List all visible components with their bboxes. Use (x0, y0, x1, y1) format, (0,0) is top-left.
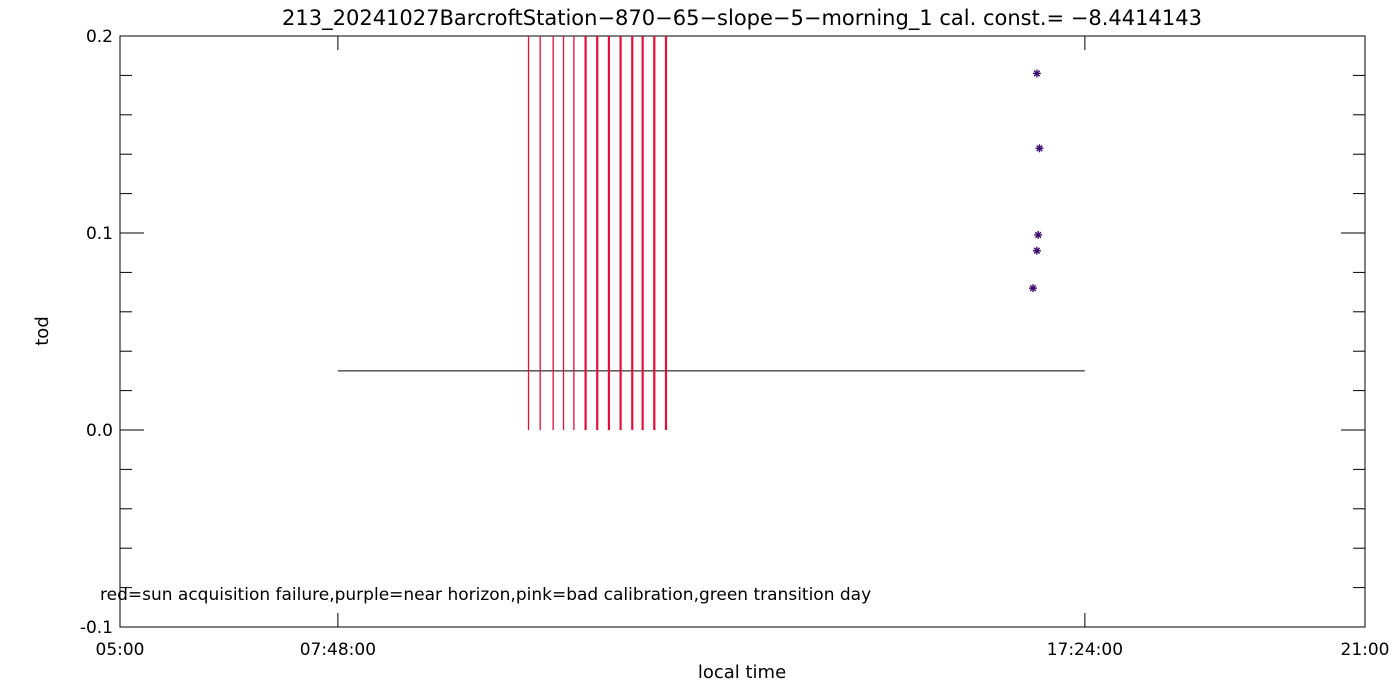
data-point (1032, 69, 1041, 78)
x-tick-label: 05:00 (96, 640, 145, 660)
data-points (1029, 69, 1044, 293)
asterisk-stroke (1033, 70, 1041, 77)
y-tick-label: 0.0 (86, 421, 113, 441)
plot-frame (119, 35, 1366, 628)
x-tick-label: 21:00 (1341, 640, 1390, 660)
asterisk-stroke (1029, 284, 1037, 292)
asterisk-stroke (1036, 144, 1043, 152)
y-tick-label: 0.2 (86, 27, 113, 47)
y-axis-label: tod (32, 316, 53, 346)
x-ticks (119, 36, 1366, 627)
data-point (1035, 144, 1044, 153)
plot-border (119, 35, 1366, 628)
data-point (1032, 246, 1041, 255)
data-point (1034, 230, 1043, 239)
chart-title: 213_20241027BarcroftStation−870−65−slope… (282, 6, 1202, 31)
y-tick-labels: -0.1 0.0 0.1 0.2 (80, 27, 113, 638)
data-point (1029, 284, 1037, 293)
x-tick-labels: 05:00 07:48:00 17:24:00 21:00 (96, 640, 1390, 660)
asterisk-stroke (1033, 247, 1041, 255)
x-axis-label: local time (698, 662, 786, 683)
x-tick-label: 17:24:00 (1047, 640, 1123, 660)
failure-lines (527, 36, 668, 430)
y-ticks (120, 35, 1365, 628)
x-tick-label: 07:48:00 (300, 640, 376, 660)
legend-note: red=sun acquisition failure,purple=near … (100, 585, 871, 605)
y-tick-label: 0.1 (86, 224, 113, 244)
y-tick-label: -0.1 (80, 618, 113, 638)
asterisk-stroke (1034, 231, 1042, 239)
